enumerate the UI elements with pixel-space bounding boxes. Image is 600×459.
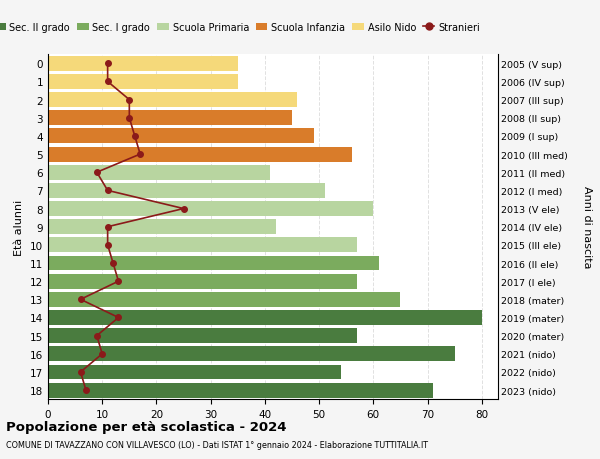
Bar [48, 111, 292, 126]
Bar [48, 129, 314, 144]
Bar [48, 147, 352, 162]
Bar [48, 365, 341, 380]
Bar [48, 75, 238, 90]
Bar [48, 274, 357, 289]
Bar [48, 329, 357, 343]
Bar [48, 165, 270, 180]
Bar [48, 292, 400, 307]
Bar [48, 383, 433, 397]
Text: Popolazione per età scolastica - 2024: Popolazione per età scolastica - 2024 [6, 420, 287, 433]
Bar [48, 256, 379, 271]
Y-axis label: Anni di nascita: Anni di nascita [581, 186, 592, 269]
Bar [48, 93, 298, 108]
Bar [48, 238, 357, 253]
Bar [48, 184, 325, 198]
Bar [48, 202, 373, 217]
Y-axis label: Età alunni: Età alunni [14, 199, 25, 255]
Bar [48, 57, 238, 72]
Text: COMUNE DI TAVAZZANO CON VILLAVESCO (LO) - Dati ISTAT 1° gennaio 2024 - Elaborazi: COMUNE DI TAVAZZANO CON VILLAVESCO (LO) … [6, 440, 428, 449]
Bar [48, 347, 455, 362]
Legend: Sec. II grado, Sec. I grado, Scuola Primaria, Scuola Infanzia, Asilo Nido, Stran: Sec. II grado, Sec. I grado, Scuola Prim… [0, 19, 484, 36]
Bar [48, 310, 482, 325]
Bar [48, 220, 276, 235]
